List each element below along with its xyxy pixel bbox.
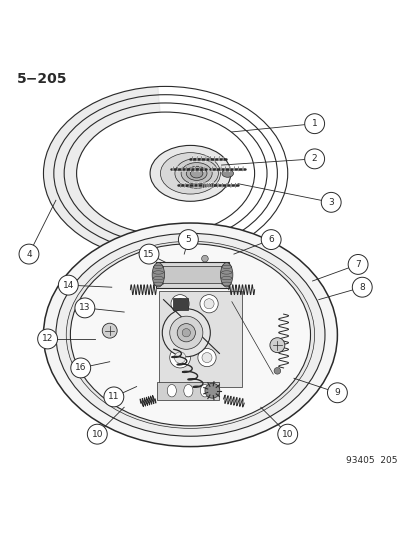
Circle shape (261, 230, 280, 249)
Ellipse shape (70, 244, 310, 426)
Ellipse shape (160, 152, 220, 194)
Circle shape (38, 329, 57, 349)
Circle shape (87, 424, 107, 444)
Circle shape (320, 192, 340, 212)
Circle shape (75, 298, 95, 318)
Ellipse shape (174, 158, 218, 188)
Ellipse shape (186, 166, 206, 180)
Text: 2: 2 (311, 155, 317, 163)
Text: 10: 10 (91, 430, 103, 439)
Ellipse shape (181, 163, 212, 184)
Circle shape (174, 352, 185, 364)
Bar (159, 292, 242, 386)
Circle shape (269, 338, 284, 353)
Text: 3: 3 (328, 198, 333, 207)
Circle shape (171, 295, 189, 313)
Ellipse shape (41, 88, 289, 258)
Ellipse shape (220, 263, 233, 287)
Circle shape (58, 275, 78, 295)
Circle shape (277, 424, 297, 444)
Ellipse shape (150, 146, 230, 201)
Circle shape (175, 299, 185, 309)
Ellipse shape (200, 384, 209, 397)
Text: 5: 5 (185, 235, 191, 244)
Circle shape (177, 324, 195, 342)
Circle shape (102, 323, 117, 338)
Text: 13: 13 (79, 303, 90, 312)
Ellipse shape (190, 169, 202, 178)
Bar (160, 266, 224, 284)
Bar (157, 382, 219, 400)
Text: 11: 11 (108, 392, 119, 401)
Circle shape (139, 244, 159, 264)
Circle shape (162, 309, 210, 357)
Circle shape (169, 316, 202, 349)
Circle shape (201, 255, 208, 262)
Circle shape (178, 230, 198, 249)
Text: 5−205: 5−205 (17, 72, 67, 86)
Ellipse shape (167, 384, 176, 397)
Circle shape (204, 383, 219, 398)
Ellipse shape (56, 233, 324, 436)
Circle shape (104, 387, 123, 407)
Text: 8: 8 (358, 282, 364, 292)
Text: 12: 12 (42, 334, 53, 343)
Text: 7: 7 (354, 260, 360, 269)
Circle shape (273, 368, 280, 374)
Ellipse shape (221, 169, 233, 177)
Circle shape (169, 347, 190, 368)
Text: 1: 1 (311, 119, 317, 128)
Text: 6: 6 (268, 235, 273, 244)
Bar (172, 298, 187, 310)
Circle shape (347, 254, 367, 274)
Circle shape (182, 329, 190, 337)
Text: 9: 9 (334, 388, 339, 397)
Polygon shape (43, 86, 160, 260)
Text: 15: 15 (143, 249, 154, 259)
Circle shape (202, 352, 211, 362)
Circle shape (199, 295, 218, 313)
Text: 93405  205: 93405 205 (345, 456, 396, 465)
Circle shape (351, 277, 371, 297)
Circle shape (19, 244, 39, 264)
Circle shape (304, 149, 324, 169)
Circle shape (327, 383, 347, 403)
Circle shape (197, 349, 216, 367)
Circle shape (71, 358, 90, 378)
Ellipse shape (152, 263, 164, 287)
Ellipse shape (43, 223, 337, 447)
Circle shape (204, 299, 214, 309)
Text: 10: 10 (281, 430, 293, 439)
Text: 4: 4 (26, 249, 32, 259)
Circle shape (304, 114, 324, 134)
Ellipse shape (183, 384, 192, 397)
Bar (156, 262, 228, 288)
Ellipse shape (66, 241, 314, 429)
Text: 16: 16 (75, 364, 86, 373)
Text: 14: 14 (62, 281, 74, 289)
